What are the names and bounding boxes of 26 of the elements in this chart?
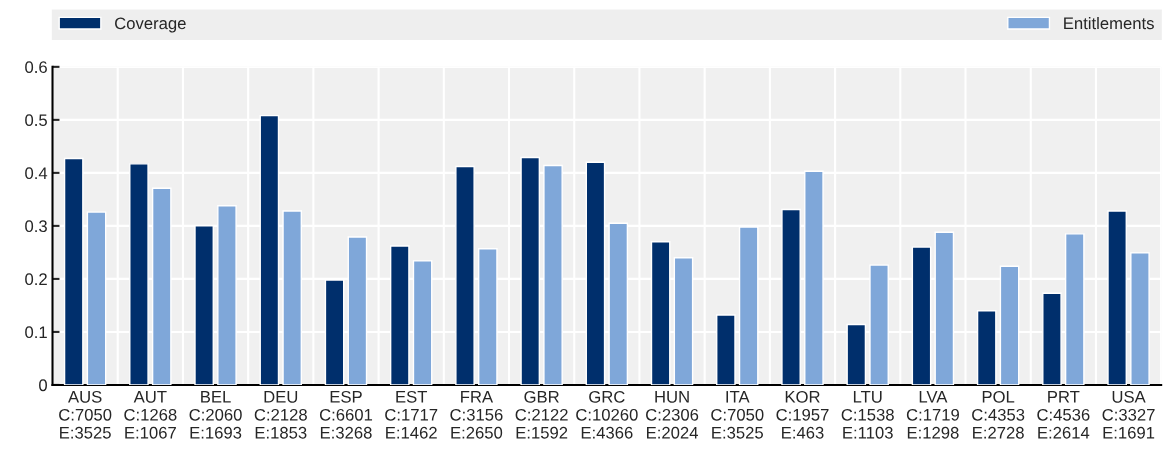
x-tick-label: AUT C:1268 E:1067 xyxy=(124,391,177,439)
x-tick-label: ITA C:7050 E:3525 xyxy=(711,391,764,439)
x-tick-label: ESP C:6601 E:3268 xyxy=(319,390,373,439)
legend-label: Entitlements xyxy=(1064,16,1154,30)
x-tick-label: HUN C:2306 E:2024 xyxy=(646,391,699,439)
x-tick-label: POL C:4353 E:2728 xyxy=(972,390,1025,439)
x-tick-label: GBR C:2122 E:1592 xyxy=(515,390,568,439)
y-tick-label: 0.5 xyxy=(25,114,47,127)
x-tick-label: PRT C:4536 E:2614 xyxy=(1037,391,1090,439)
y-tick-label: 0.1 xyxy=(25,326,47,339)
x-tick-label: USA C:3327 E:1691 xyxy=(1102,390,1155,439)
y-tick-label: 0.3 xyxy=(25,220,47,233)
legend-label: Coverage xyxy=(115,17,186,33)
x-tick-label: DEU C:2128 E:1853 xyxy=(254,391,307,439)
x-tick-label: FRA C:3156 E:2650 xyxy=(450,391,503,439)
y-tick-label: 0.2 xyxy=(25,273,47,286)
y-tick-label: 0.4 xyxy=(25,167,48,180)
x-tick-label: GRC C:10260 E:4366 xyxy=(576,390,638,439)
x-tick-label: EST C:1717 E:1462 xyxy=(385,390,438,439)
x-tick-label: BEL C:2060 E:1693 xyxy=(189,391,242,439)
y-tick-label: 0 xyxy=(39,379,47,392)
x-tick-label: LTU C:1538 E:1103 xyxy=(841,391,894,439)
x-tick-label: KOR C:1957 E:463 xyxy=(776,390,829,439)
x-tick-label: AUS C:7050 E:3525 xyxy=(59,390,112,439)
x-tick-label: LVA C:1719 E:1298 xyxy=(906,391,959,439)
y-tick-label: 0.6 xyxy=(25,61,47,74)
